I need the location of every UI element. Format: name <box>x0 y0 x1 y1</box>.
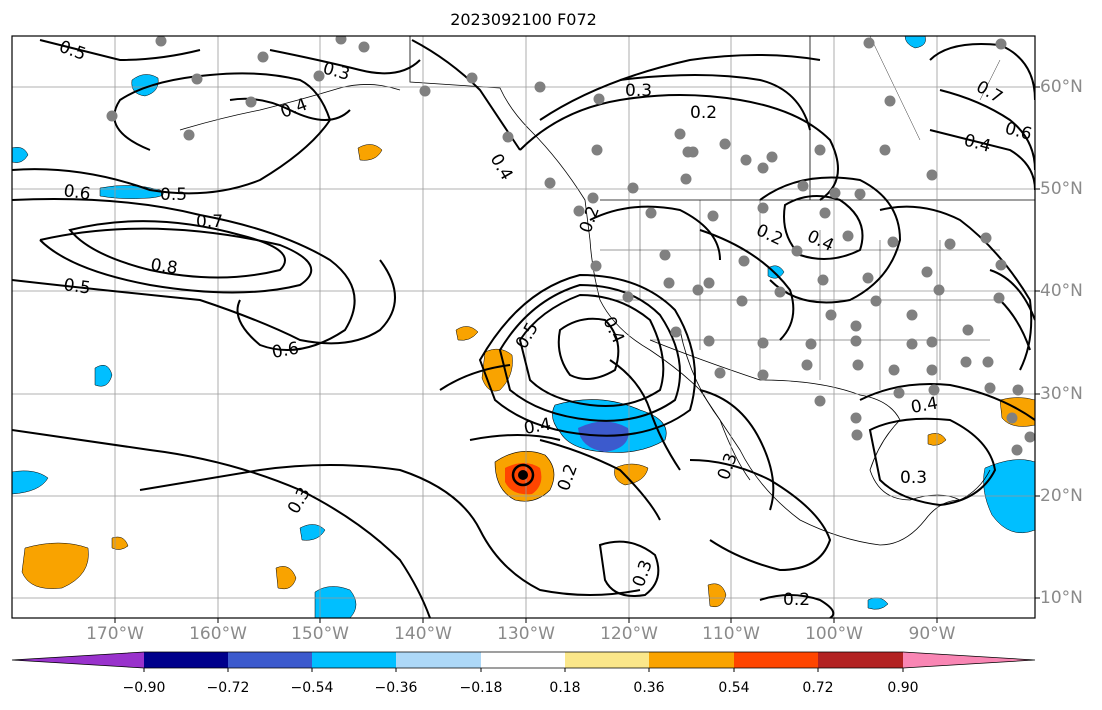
contour-label: 0.3 <box>284 484 315 517</box>
colorbar-tick-label: −0.18 <box>459 680 503 696</box>
contour-label: 0.4 <box>486 151 517 184</box>
contour-label: 0.8 <box>149 255 179 279</box>
contour-label: 0.2 <box>554 461 582 493</box>
contour-label: 0.4 <box>278 95 310 123</box>
contour-label: 0.4 <box>909 394 939 418</box>
colorbar-segment <box>144 652 228 668</box>
contour-label: 0.3 <box>625 81 652 101</box>
station-dots <box>106 36 1035 456</box>
contour-label: 0.5 <box>160 185 187 205</box>
contour-label: 0.6 <box>62 181 92 205</box>
colorbar <box>11 651 1036 672</box>
contour-label: 0.2 <box>690 103 717 123</box>
colorbar-segment <box>818 652 903 668</box>
lat-tick-label: 40°N <box>1040 281 1083 301</box>
colorbar-tick-label: 0.36 <box>633 680 665 696</box>
lon-tick-label: 150°W <box>291 624 349 644</box>
colorbar-tick-label: −0.36 <box>374 680 418 696</box>
lat-tick-label: 60°N <box>1040 77 1083 97</box>
lon-tick-label: 140°W <box>394 624 452 644</box>
colorbar-segment <box>228 652 312 668</box>
state-borders <box>600 36 1001 390</box>
contour-label: 0.3 <box>714 450 742 482</box>
map-field <box>12 36 1035 618</box>
contour-label: 0.5 <box>62 275 92 299</box>
coastlines <box>179 36 1035 546</box>
contour-label: 0.4 <box>522 415 552 439</box>
colorbar-segment <box>565 652 649 668</box>
contour-label: 0.2 <box>753 220 786 250</box>
map-frame <box>11 35 1036 619</box>
contour-label: 0.2 <box>783 590 810 610</box>
lat-tick-label: 20°N <box>1040 486 1083 506</box>
colorbar-segment <box>649 652 734 668</box>
colorbar-tick-label: −0.72 <box>206 680 250 696</box>
lon-tick-label: 130°W <box>497 624 555 644</box>
lon-tick-label: 170°W <box>86 624 144 644</box>
colorbar-segment <box>12 652 144 668</box>
map-title: 2023092100 F072 <box>450 10 597 29</box>
contour-label: 0.5 <box>56 37 88 65</box>
low-center <box>511 463 535 487</box>
contour-label: 0.4 <box>804 226 837 256</box>
lon-tick-label: 90°W <box>908 624 956 644</box>
lat-tick-label: 10°N <box>1040 588 1083 608</box>
colorbar-tick-label: 0.90 <box>887 680 919 696</box>
lon-tick-label: 120°W <box>600 624 658 644</box>
colorbar-segment <box>734 652 818 668</box>
colorbar-tick-label: 0.54 <box>718 680 750 696</box>
colorbar-tick-label: 0.72 <box>802 680 834 696</box>
lat-tick-label: 50°N <box>1040 179 1083 199</box>
colorbar-segment <box>396 652 481 668</box>
lon-tick-label: 100°W <box>805 624 863 644</box>
contour-lines <box>12 39 1035 618</box>
graticule <box>12 36 1035 618</box>
axis-ticks <box>114 86 1040 623</box>
contour-label: 0.3 <box>900 468 927 488</box>
contour-label: 0.3 <box>321 59 352 85</box>
colorbar-segment <box>903 652 1035 668</box>
contour-label: 0.7 <box>196 212 223 232</box>
colorbar-tick-label: 0.18 <box>549 680 581 696</box>
positive-anomaly-patches <box>21 144 1035 608</box>
contour-label: 0.3 <box>629 557 657 589</box>
colorbar-tick-label: −0.90 <box>122 680 166 696</box>
contour-label: 0.6 <box>1003 119 1034 145</box>
contour-label: 0.5 <box>512 319 543 352</box>
lon-tick-label: 110°W <box>702 624 760 644</box>
colorbar-segment <box>312 652 396 668</box>
contour-label: 0.6 <box>270 339 300 363</box>
contour-label: 0.4 <box>962 131 993 157</box>
negative-anomaly-patches <box>12 36 1035 618</box>
colorbar-tick-label: −0.54 <box>290 680 334 696</box>
colorbar-segment <box>481 652 565 668</box>
contour-label-layer: 0.5 0.3 0.4 0.6 0.5 0.7 0.8 0.5 0.6 0.3 … <box>56 37 1034 610</box>
lon-tick-label: 160°W <box>189 624 247 644</box>
lat-tick-label: 30°N <box>1040 384 1083 404</box>
